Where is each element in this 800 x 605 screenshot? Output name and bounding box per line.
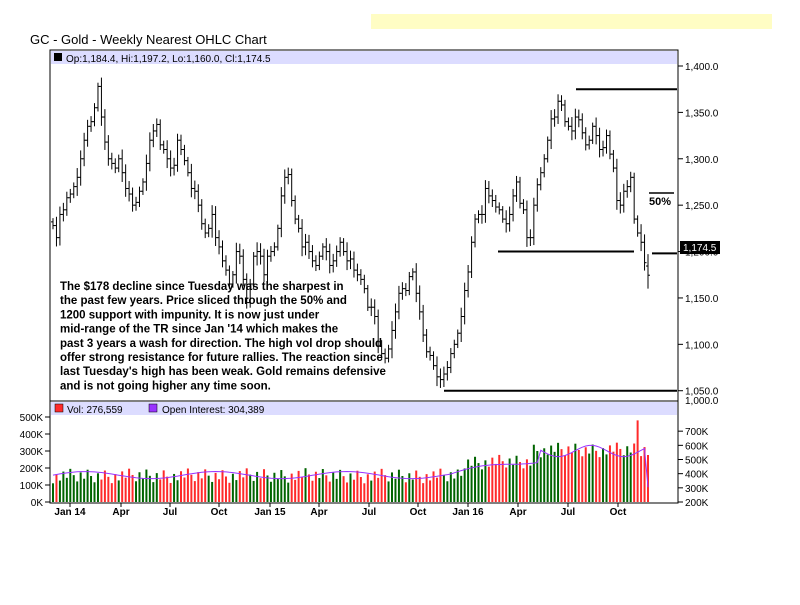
price-tick-label: 1,250.0 [685,201,719,212]
x-tick-label: Oct [610,507,627,518]
x-tick-label: Jan 15 [254,507,286,518]
price-axis: 1,050.01,100.01,150.01,200.01,250.01,300… [678,62,719,398]
price-tick-label: 1,350.0 [685,108,719,119]
x-tick-label: Jul [163,507,178,518]
price-tick-label: 1,400.0 [685,62,719,73]
commentary-line: the past few years. Price sliced through… [60,295,347,307]
x-tick-label: Oct [211,507,228,518]
x-tick-label: Apr [310,507,327,518]
x-tick-label: Jul [362,507,377,518]
price-bars [51,77,650,388]
oi-tick-label: 700K [685,427,709,438]
volume-tick-label: 200K [20,464,44,475]
ohlc-square-icon [54,53,62,61]
volume-tick-label: 100K [20,481,44,492]
price-tick-label: 1,050.0 [685,387,719,398]
volume-strip [51,402,677,415]
volume-tick-label: 300K [20,447,44,458]
price-boundary-label: 1,000.0 [685,396,719,407]
oi-tick-label: 200K [685,498,709,509]
volume-axis: 0K 100K 200K 300K 400K 500K 200K 300K 400K 500K 60… [20,396,719,509]
horizontal-lines [444,88,677,392]
commentary-line: mid-range of the TR since Jan '14 which … [60,324,338,336]
commentary-line: The $178 decline since Tuesday was the s… [60,281,344,293]
commentary-line: 1200 support with impunity. It is now ju… [60,309,320,321]
last-price-label: 1,174.5 [683,243,717,254]
x-tick-label: Oct [410,507,427,518]
ohlc-bar [646,254,650,289]
oi-legend-icon [148,403,158,413]
x-axis: Jan 14 Apr Jul Oct Jan 15 Apr Jul Oct Jan 16 Apr J… [54,503,627,518]
oi-tick-label: 300K [685,484,709,495]
open-interest-line [52,444,649,488]
x-tick-label: Jan 16 [452,507,484,518]
oi-legend-label: Open Interest: 304,389 [162,405,265,416]
ohlc-label: Op:1,184.4, Hi:1,197.2, Lo:1,160.0, Cl:1… [66,54,271,65]
last-price-box [680,241,720,254]
price-tick-label: 1,150.0 [685,294,719,305]
ohlc-strip [51,51,677,64]
chart-title: GC - Gold - Weekly Nearest OHLC Chart [30,32,267,47]
price-panel [49,49,679,402]
volume-tick-label: 0K [31,498,44,509]
vol-legend-icon [54,403,64,413]
commentary-line: and is not going higher any time soon. [60,380,271,392]
vol-legend-label: Vol: 276,559 [67,405,123,416]
volume-tick-label: 400K [20,430,44,441]
x-tick-label: Apr [509,507,526,518]
commentary-text: The $178 decline since Tuesday was the s… [60,281,386,392]
x-tick-label: Apr [112,507,129,518]
fifty-percent-label: 50% [649,196,671,208]
x-tick-label: Jul [561,507,576,518]
commentary-line: past 3 years a wash for direction. The h… [60,338,382,350]
price-tick-label: 1,100.0 [685,340,719,351]
header-bar [371,14,772,29]
price-tick-label: 1,300.0 [685,155,719,166]
commentary-line: offer strong resistance for future ralli… [60,352,383,364]
ohlc-bar [642,234,647,271]
oi-tick-label: 400K [685,470,709,481]
volume-tick-label: 500K [20,413,44,424]
volume-bars [52,420,649,502]
oi-tick-label: 600K [685,441,709,452]
x-tick-label: Jan 14 [54,507,86,518]
commentary-line: last Tuesday's high has been weak. Gold … [60,366,386,378]
oi-tick-label: 500K [685,456,709,467]
